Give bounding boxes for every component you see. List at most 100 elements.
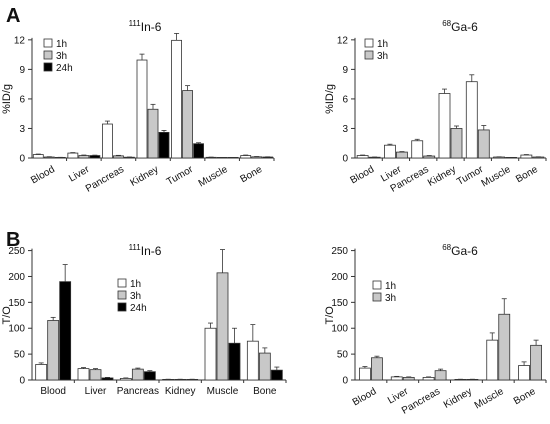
y-tick-label: 0 — [19, 154, 25, 165]
x-tick-label-blood: Blood — [40, 386, 66, 397]
bar-kidney-24h — [158, 131, 170, 159]
bar-muscle-1h — [205, 156, 217, 159]
legend-swatch-3h — [364, 50, 374, 60]
bar-tumor-3h — [477, 129, 490, 159]
bar-bone-3h — [258, 352, 271, 381]
y-tick-label: 150 — [8, 298, 25, 309]
legend-swatch-3h — [43, 50, 53, 60]
bar-kidney-3h — [147, 108, 159, 159]
x-tick-label-tumor: Tumor — [165, 164, 196, 188]
y-tick-label: 100 — [331, 324, 348, 335]
bar-pancreas-1h — [119, 378, 132, 381]
y-axis-label: %ID/g — [324, 84, 336, 114]
bar-blood-1h — [356, 155, 369, 159]
bar-muscle-3h — [498, 313, 511, 381]
y-tick-label: 0 — [342, 154, 348, 165]
bar-pancreas-1h — [411, 140, 424, 159]
bar-kidney-1h — [454, 378, 467, 381]
chart-title-compound: In-6 — [141, 244, 162, 258]
chart-title: 111In-6 — [129, 243, 162, 258]
bar-kidney-1h — [438, 93, 451, 159]
y-tick-label: 250 — [8, 246, 25, 257]
chart-title-compound: Ga-6 — [451, 244, 478, 258]
legend-label-3h: 3h — [56, 51, 67, 62]
x-tick-label-blood: Blood — [351, 386, 379, 408]
legend-swatch-1h — [372, 280, 382, 290]
x-tick-label-blood: Blood — [348, 164, 376, 186]
x-tick-label-bone: Bone — [238, 164, 264, 185]
y-tick-label: 3 — [19, 124, 25, 135]
x-tick-label-liver: Liver — [67, 164, 92, 185]
legend-label-1h: 1h — [377, 39, 388, 50]
y-tick-label: 100 — [8, 324, 25, 335]
chart-title-compound: In-6 — [141, 20, 162, 34]
chart-title-compound: Ga-6 — [451, 20, 478, 34]
bar-liver-1h — [390, 376, 403, 381]
x-tick-label-muscle: Muscle — [207, 386, 239, 397]
legend-swatch-3h — [117, 290, 127, 300]
bar-tumor-24h — [193, 143, 204, 159]
bar-kidney-3h — [466, 378, 479, 381]
bar-liver-3h — [89, 369, 102, 381]
legend-swatch-24h — [43, 62, 53, 72]
chart-title-isotope-number: 68 — [442, 243, 451, 252]
x-tick-label-pancreas: Pancreas — [117, 386, 159, 397]
x-tick-label-bone: Bone — [253, 386, 277, 397]
bar-pancreas-3h — [423, 155, 436, 159]
y-axis-label: T/O — [324, 306, 336, 325]
bar-kidney-3h — [450, 128, 463, 159]
bar-pancreas-3h — [131, 368, 144, 381]
x-tick-label-muscle: Muscle — [197, 164, 230, 190]
bar-liver-24h — [89, 155, 101, 159]
x-tick-label-muscle: Muscle — [473, 386, 506, 412]
legend-label-1h: 1h — [130, 279, 141, 290]
y-tick-label: 6 — [19, 94, 25, 105]
bar-blood-24h — [59, 281, 72, 381]
bar-blood-1h — [32, 154, 44, 159]
y-axis-label: T/O — [1, 306, 13, 325]
bar-bone-3h — [251, 156, 263, 159]
bar-tumor-1h — [171, 39, 182, 159]
bar-pancreas-24h — [124, 156, 135, 159]
y-tick-label: 3 — [342, 124, 348, 135]
bar-pancreas-1h — [102, 123, 113, 159]
bar-bone-1h — [518, 365, 530, 381]
y-tick-label: 50 — [337, 350, 349, 361]
y-tick-label: 9 — [19, 65, 25, 76]
bar-kidney-3h — [174, 378, 187, 381]
bar-bone-1h — [246, 340, 259, 381]
x-tick-label-kidney: Kidney — [165, 386, 196, 397]
x-tick-label-kidney: Kidney — [426, 164, 458, 189]
y-tick-label: 9 — [342, 65, 348, 76]
chart-3: 111In-6 0 50 100 150 200 250 T/O Blood Liver Pancr… — [1, 243, 287, 397]
chart-title-isotope-number: 111 — [129, 243, 142, 252]
chart-title: 68Ga-6 — [442, 19, 478, 34]
chart-title-isotope-number: 68 — [442, 19, 451, 28]
x-tick-label-bone: Bone — [514, 164, 540, 185]
bar-muscle-1h — [204, 327, 217, 381]
bar-liver-1h — [67, 152, 79, 159]
bar-liver-3h — [78, 155, 90, 159]
legend-label-1h: 1h — [385, 281, 396, 292]
legend-swatch-1h — [364, 38, 374, 48]
bar-liver-3h — [402, 377, 415, 381]
chart-title: 68Ga-6 — [442, 243, 478, 258]
legend-label-24h: 24h — [56, 63, 73, 74]
bar-blood-3h — [371, 357, 383, 381]
bar-liver-1h — [384, 144, 396, 159]
x-tick-label-muscle: Muscle — [480, 164, 513, 190]
legend-label-24h: 24h — [130, 303, 147, 314]
bar-bone-3h — [532, 156, 545, 159]
bar-bone-1h — [240, 155, 252, 159]
panel-label-a: A — [6, 5, 20, 27]
bar-liver-1h — [77, 368, 90, 381]
bar-blood-1h — [35, 364, 48, 381]
x-tick-label-bone: Bone — [512, 386, 538, 407]
bar-bone-24h — [270, 369, 283, 381]
bar-muscle-1h — [486, 339, 499, 381]
bar-muscle-1h — [493, 156, 505, 159]
bar-blood-3h — [47, 320, 60, 381]
panel-label-b: B — [6, 229, 20, 251]
